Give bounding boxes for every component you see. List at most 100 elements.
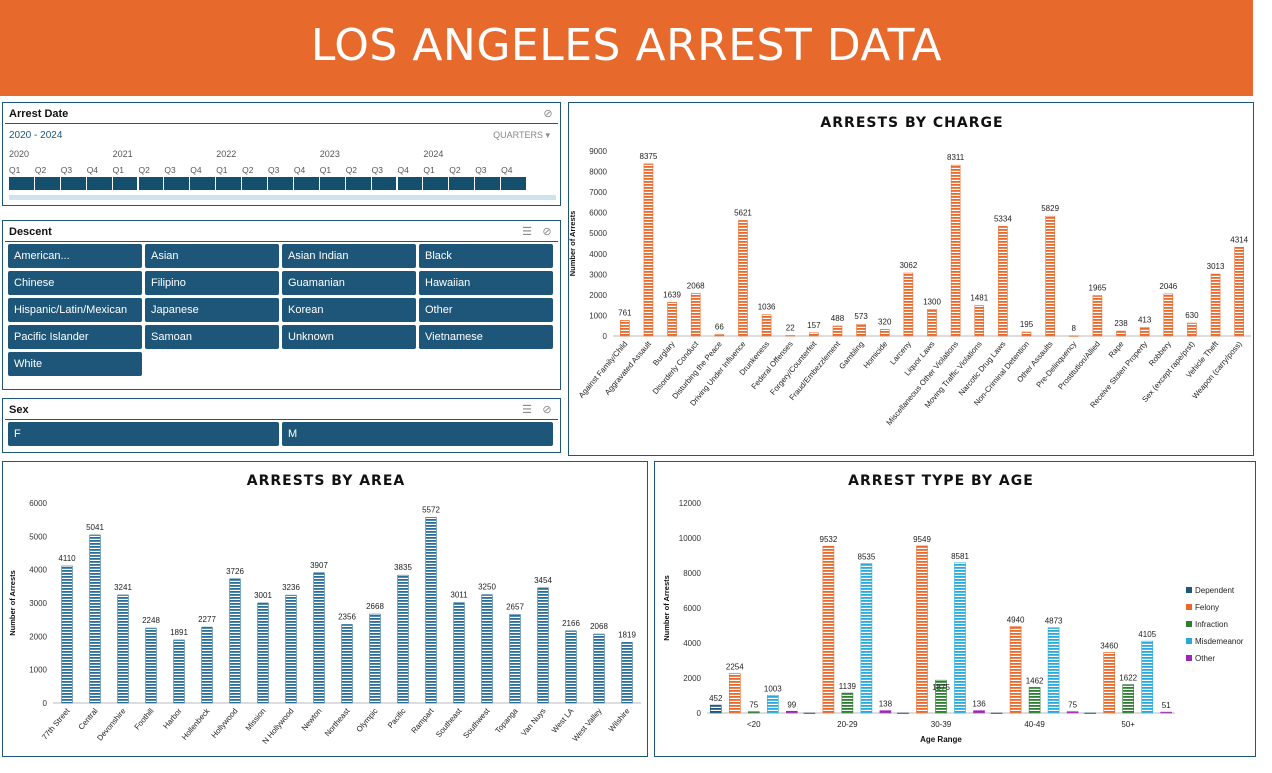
- descent-tile-guamanian[interactable]: Guamanian: [282, 271, 416, 295]
- age-bar-infraction-30-39[interactable]: [935, 679, 947, 714]
- charge-bar-driving-under-influence[interactable]: [738, 220, 748, 337]
- timeline-period-2023-q1[interactable]: [319, 177, 346, 190]
- timeline-period-2021-q3[interactable]: [164, 177, 191, 190]
- charge-bar-against-family-child[interactable]: [620, 320, 630, 337]
- timeline-period-2022-q1[interactable]: [216, 177, 243, 190]
- age-bar-misdemeanor-20[interactable]: [767, 695, 779, 714]
- timeline-period-2024-q4[interactable]: [501, 177, 527, 190]
- age-bar-infraction-20[interactable]: [748, 711, 760, 714]
- area-bar-newton[interactable]: [313, 572, 325, 704]
- age-bar-felony-20[interactable]: [729, 673, 741, 714]
- charge-bar-moving-traffic-violations[interactable]: [974, 305, 985, 337]
- sex-tile-f[interactable]: F: [8, 422, 279, 446]
- age-bar-dependent-20-29[interactable]: [803, 712, 816, 714]
- descent-tile-hawaiian[interactable]: Hawaiian: [419, 271, 553, 295]
- area-bar-rampart[interactable]: [425, 516, 437, 704]
- area-bar-west-la[interactable]: [565, 630, 577, 704]
- timeline-period-2023-q2[interactable]: [345, 177, 372, 190]
- age-bar-dependent-40-49[interactable]: [990, 712, 1003, 714]
- timeline-period-2021-q2[interactable]: [138, 177, 165, 190]
- timeline-period-2022-q4[interactable]: [293, 177, 320, 190]
- timeline-level-dropdown[interactable]: QUARTERS ▾: [493, 130, 550, 141]
- age-bar-dependent-50[interactable]: [1084, 712, 1097, 714]
- descent-tile-vietnamese[interactable]: Vietnamese: [419, 325, 553, 349]
- multi-select-icon[interactable]: ☰: [522, 404, 532, 416]
- charge-bar-weapon-carry-poss[interactable]: [1234, 247, 1244, 337]
- area-bar-northeast[interactable]: [341, 624, 353, 704]
- age-bar-misdemeanor-40-49[interactable]: [1047, 627, 1060, 714]
- timeline-period-2021-q1[interactable]: [112, 177, 139, 190]
- descent-tile-hispanic-latin-mexican[interactable]: Hispanic/Latin/Mexican: [8, 298, 142, 322]
- charge-bar-fraud-embezzlement[interactable]: [832, 325, 843, 337]
- area-bar-77th-street[interactable]: [61, 565, 73, 704]
- descent-tile-other[interactable]: Other: [419, 298, 553, 322]
- age-bar-other-20[interactable]: [786, 710, 798, 714]
- descent-tile-black[interactable]: Black: [419, 244, 553, 268]
- area-bar-n-hollywood[interactable]: [285, 594, 297, 704]
- age-bar-felony-50[interactable]: [1103, 652, 1116, 714]
- descent-slicer[interactable]: Descent ☰ ⊘ American... Asian Asian Indian…: [2, 220, 561, 390]
- age-bar-dependent-20[interactable]: [709, 704, 722, 714]
- area-bar-olympic[interactable]: [369, 613, 381, 704]
- charge-bar-other-assaults[interactable]: [1045, 215, 1055, 337]
- charge-bar-sex-except-rape-prst[interactable]: [1187, 322, 1197, 337]
- area-bar-harbor[interactable]: [173, 639, 185, 704]
- descent-tile-chinese[interactable]: Chinese: [8, 271, 142, 295]
- timeline-period-2022-q3[interactable]: [268, 177, 294, 190]
- charge-bar-federal-offenses[interactable]: [785, 335, 796, 337]
- area-bar-van-nuys[interactable]: [537, 587, 549, 704]
- descent-tile-asian[interactable]: Asian: [145, 244, 279, 268]
- age-bar-dependent-30-39[interactable]: [897, 712, 909, 714]
- charge-bar-disorderly-conduct[interactable]: [690, 293, 701, 337]
- timeline-period-2021-q4[interactable]: [190, 177, 217, 190]
- charge-bar-receive-stolen-property[interactable]: [1139, 327, 1150, 337]
- clear-filter-icon[interactable]: ⊘: [543, 108, 553, 120]
- timeline-period-2022-q2[interactable]: [242, 177, 268, 190]
- area-bar-central[interactable]: [89, 534, 101, 704]
- age-bar-infraction-40-49[interactable]: [1028, 687, 1041, 714]
- descent-tile-samoan[interactable]: Samoan: [145, 325, 279, 349]
- age-bar-misdemeanor-50[interactable]: [1141, 640, 1154, 714]
- age-bar-infraction-20-29[interactable]: [841, 692, 854, 714]
- charge-bar-larceny[interactable]: [903, 272, 914, 337]
- area-bar-west-valley[interactable]: [593, 633, 605, 704]
- charge-bar-robbery[interactable]: [1163, 293, 1174, 337]
- timeline-period-2023-q4[interactable]: [397, 177, 424, 190]
- clear-filter-icon[interactable]: ⊘: [542, 404, 552, 416]
- descent-tile-american[interactable]: American...: [8, 244, 142, 268]
- timeline-period-2024-q1[interactable]: [423, 177, 450, 190]
- charge-bar-non-criminal-detention[interactable]: [1021, 331, 1032, 337]
- area-bar-mission[interactable]: [257, 602, 269, 704]
- charge-bar-aggravated-assault[interactable]: [643, 163, 654, 337]
- descent-tile-korean[interactable]: Korean: [282, 298, 416, 322]
- multi-select-icon[interactable]: ☰: [522, 226, 532, 238]
- area-bar-hollenbeck[interactable]: [201, 626, 213, 704]
- age-bar-misdemeanor-20-29[interactable]: [860, 563, 873, 714]
- charge-bar-rape[interactable]: [1116, 330, 1126, 337]
- area-bar-devonshire[interactable]: [117, 594, 129, 704]
- age-bar-other-30-39[interactable]: [973, 710, 985, 714]
- age-bar-felony-40-49[interactable]: [1009, 626, 1022, 714]
- area-bar-hollywood[interactable]: [229, 578, 241, 704]
- descent-tile-unknown[interactable]: Unknown: [282, 325, 416, 349]
- age-bar-other-50[interactable]: [1160, 711, 1173, 714]
- timeline-period-2023-q3[interactable]: [371, 177, 398, 190]
- descent-tile-pacific-islander[interactable]: Pacific Islander: [8, 325, 142, 349]
- timeline-period-2020-q1[interactable]: [9, 177, 35, 190]
- area-bar-southeast[interactable]: [453, 602, 465, 704]
- charge-bar-narcotic-drug-laws[interactable]: [998, 226, 1008, 337]
- descent-tile-japanese[interactable]: Japanese: [145, 298, 279, 322]
- charge-bar-pre-delinquency[interactable]: [1068, 335, 1079, 337]
- charge-bar-prostitution-allied[interactable]: [1092, 295, 1103, 337]
- descent-tile-filipino[interactable]: Filipino: [145, 271, 279, 295]
- charge-bar-drunkeness[interactable]: [761, 314, 772, 337]
- area-bar-topanga[interactable]: [509, 614, 521, 704]
- descent-tile-asian-indian[interactable]: Asian Indian: [282, 244, 416, 268]
- charge-bar-homicide[interactable]: [879, 329, 890, 337]
- timeline-period-2020-q2[interactable]: [34, 177, 61, 190]
- timeline-period-2024-q3[interactable]: [475, 177, 502, 190]
- sex-tile-m[interactable]: M: [282, 422, 553, 446]
- age-bar-misdemeanor-30-39[interactable]: [954, 562, 966, 714]
- charge-bar-liquor-laws[interactable]: [927, 308, 937, 337]
